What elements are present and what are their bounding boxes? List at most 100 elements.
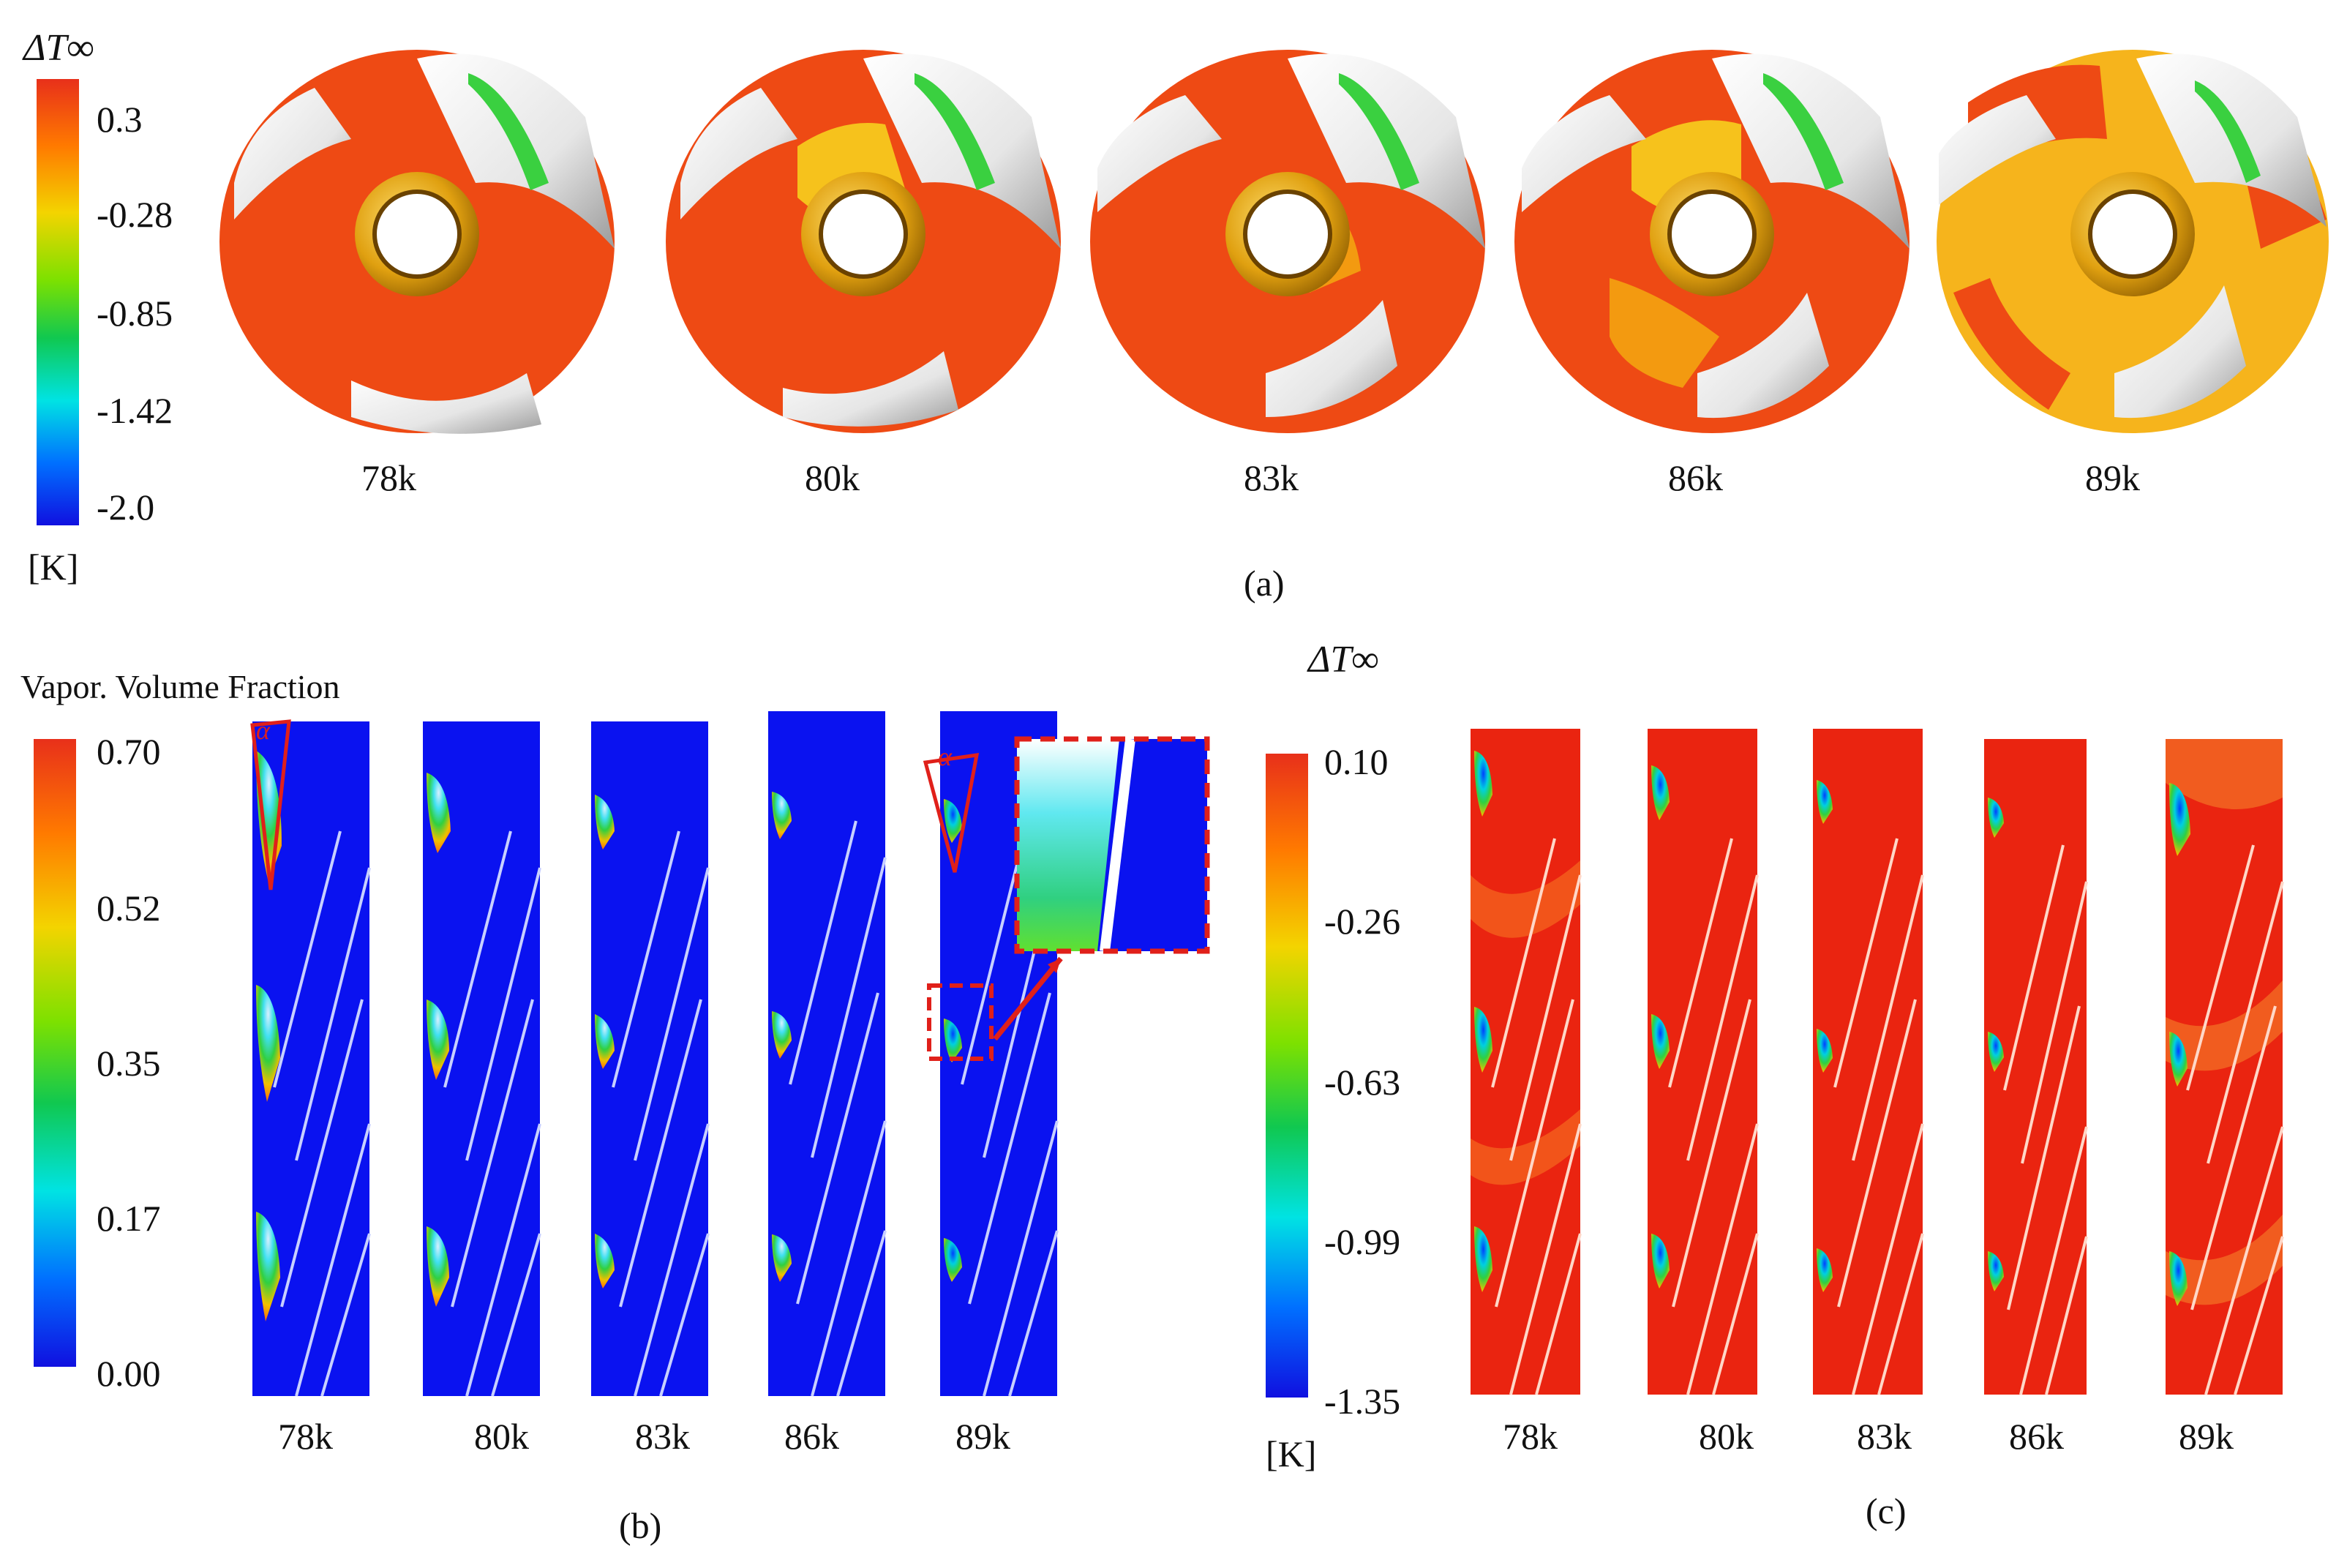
panel-b-tick-1: 0.70 [97, 731, 161, 772]
hub-bore [372, 190, 462, 279]
blade-lines [443, 830, 541, 1397]
panel-c-frame-label-5: 89k [2179, 1416, 2234, 1457]
vapor-strip-86k [768, 711, 887, 1397]
blade-white [1097, 95, 1222, 212]
blade-lines [1833, 838, 1924, 1395]
panel-b-tick-2: 0.52 [97, 888, 161, 929]
temp-streak [2166, 1215, 2283, 1305]
vapor-strip-78k [250, 719, 371, 1397]
panel-a-tick-3: -0.85 [97, 293, 173, 334]
strip-background [1648, 729, 1757, 1395]
blade-orange [1610, 278, 1719, 388]
panel-a-tick-4: -1.42 [97, 390, 173, 431]
vapor-strip-80k [423, 721, 541, 1397]
hub-bore [2088, 190, 2177, 279]
vapor-cavity [944, 1019, 962, 1062]
panel-c-colorbar [1266, 754, 1308, 1398]
panel-a-tick-5: -2.0 [97, 487, 155, 528]
blade-white [1939, 95, 2056, 205]
temp-cavity [1817, 780, 1833, 824]
blade-lines [612, 830, 710, 1397]
panel-c-unit: [K] [1266, 1433, 1317, 1474]
temp-cavity [1651, 1234, 1670, 1288]
vapor-cavity [427, 1226, 449, 1307]
temp-strip-86k [1984, 739, 2088, 1395]
panel-b-frame-label-2: 80k [474, 1416, 529, 1457]
panel-c-tick-5: -1.35 [1324, 1381, 1401, 1422]
panel-b-legend-title: Vapor. Volume Fraction [20, 668, 340, 705]
blade-white [2114, 285, 2246, 419]
zoom-inset [993, 736, 1210, 1041]
impeller-89k [1937, 50, 2329, 433]
temp-cavity [1988, 1251, 2004, 1291]
panel-b-tick-3: 0.35 [97, 1043, 161, 1084]
blade-white [351, 373, 541, 434]
strip-background [1984, 739, 2087, 1395]
temp-strip-80k [1648, 729, 1759, 1395]
panel-a-frame-label-2: 80k [805, 457, 860, 498]
blade-lines [1668, 838, 1759, 1395]
panel-a-frame-label-4: 86k [1668, 457, 1723, 498]
panel-a-tick-1: 0.3 [97, 99, 143, 140]
panel-b-frame-label-5: 89k [955, 1416, 1010, 1457]
vapor-cavity [772, 1011, 792, 1059]
zoom-arrowhead [1048, 959, 1061, 973]
panel-c-frame-label-3: 83k [1857, 1416, 1912, 1457]
temp-cavity [2169, 783, 2190, 856]
tip-cavity [2195, 80, 2261, 183]
zoom-frame [1014, 736, 1210, 954]
panel-c-tick-1: 0.10 [1324, 741, 1389, 782]
zoom-cavity [1017, 739, 1119, 951]
panel-a-frame-label-5: 89k [2085, 457, 2140, 498]
panel-b-tick-5: 0.00 [97, 1353, 161, 1394]
panel-b-caption: (b) [619, 1505, 662, 1546]
angle-label-89k: α [938, 742, 952, 771]
panel-c-frame-label-2: 80k [1699, 1416, 1754, 1457]
panel-c-legend-title: ΔT∞ [1308, 639, 1379, 680]
temp-cavity [2169, 1032, 2188, 1087]
temp-cavity [1988, 1032, 2004, 1072]
panel-c-tick-4: -0.99 [1324, 1221, 1401, 1262]
vapor-cavity [595, 1234, 615, 1288]
blade-lines [789, 820, 887, 1397]
impeller-86k [1514, 50, 1909, 433]
panel-a-tick-2: -0.28 [97, 194, 173, 235]
panel-b-frame-label-1: 78k [278, 1416, 333, 1457]
temp-cavity [1988, 798, 2004, 838]
blade-white [680, 88, 797, 220]
strip-background [1813, 729, 1923, 1395]
temp-strip-89k [2166, 739, 2284, 1395]
temp-cavity [1651, 765, 1670, 820]
panel-b-tick-4: 0.17 [97, 1198, 161, 1239]
blade-white [234, 88, 351, 220]
hub-bore [1667, 190, 1757, 279]
panel-c-frame-label-4: 86k [2009, 1416, 2064, 1457]
blade-white [783, 351, 958, 427]
temp-cavity [1651, 1014, 1670, 1069]
tip-cavity [1339, 73, 1419, 190]
impeller-80k [666, 50, 1061, 433]
panel-a-unit: [K] [28, 547, 79, 588]
vapor-cavity [595, 1014, 615, 1069]
angle-label-78k: α [256, 716, 270, 745]
vapor-strip-83k [591, 721, 710, 1397]
strip-background [1471, 729, 1580, 1395]
vapor-cavity [772, 1234, 792, 1282]
panel-a-colorbar [37, 79, 79, 525]
panel-b-frame-label-3: 83k [635, 1416, 690, 1457]
temp-streak [1471, 860, 1580, 938]
panel-a-caption: (a) [1244, 563, 1285, 604]
angle-marker [923, 753, 980, 873]
patch-red [1953, 278, 2070, 410]
impeller-78k [219, 50, 615, 434]
vapor-cavity [595, 795, 615, 849]
temp-streak [2166, 980, 2283, 1071]
hub-bore [819, 190, 908, 279]
panel-a-legend-title: ΔT∞ [23, 27, 94, 69]
tip-cavity [915, 73, 995, 190]
panel-a-frame-label-1: 78k [361, 457, 416, 498]
temp-cavity [1817, 1029, 1833, 1073]
blade-lines [273, 830, 371, 1397]
panel-b-colorbar [34, 739, 76, 1367]
temp-cavity [1817, 1248, 1833, 1292]
